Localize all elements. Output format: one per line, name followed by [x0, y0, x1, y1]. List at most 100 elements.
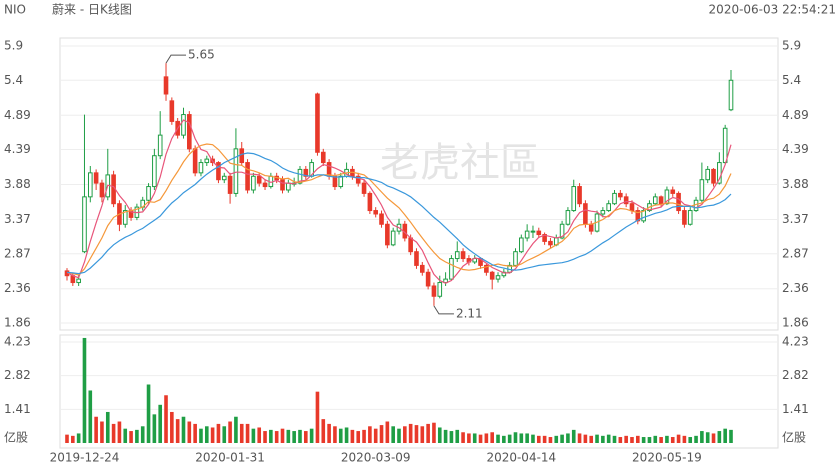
candle-body: [93, 172, 99, 184]
volume-bar: [700, 431, 704, 443]
volume-bar: [630, 437, 634, 443]
volume-bar: [536, 435, 541, 443]
y-tick-label: 4.89: [4, 108, 31, 122]
candle-body: [652, 196, 658, 205]
candle-body: [99, 182, 105, 198]
candle-body: [408, 237, 413, 253]
moving-average-line: [66, 152, 732, 275]
watermark: 老虎社區: [380, 140, 540, 186]
volume-bar: [269, 429, 273, 443]
candle-body: [484, 264, 489, 273]
volume-bar: [368, 426, 372, 443]
volume-bar: [245, 423, 250, 443]
candle-body: [87, 172, 93, 198]
x-tick-label: 2020-05-19: [632, 451, 702, 465]
volume-bar: [315, 391, 320, 443]
candle-body: [711, 168, 716, 184]
volume-bar: [624, 435, 628, 443]
candle-body: [722, 127, 728, 164]
volume-bar: [694, 435, 698, 443]
y-tick-label-right: 2.87: [782, 246, 809, 260]
volume-bar: [478, 434, 483, 443]
volume-bar: [717, 431, 722, 443]
volume-bar: [432, 422, 436, 443]
volume-bar: [356, 431, 361, 443]
volume-bar: [140, 426, 145, 443]
y-tick-label: 3.37: [4, 212, 31, 226]
volume-bar: [100, 421, 104, 443]
volume-bar: [350, 429, 355, 443]
candle-body: [618, 192, 623, 198]
volume-bar: [71, 435, 75, 443]
candle-body: [169, 100, 175, 122]
volume-bar: [199, 428, 203, 443]
candle-body: [152, 155, 157, 188]
volume-bar: [647, 437, 652, 443]
volume-bar: [513, 432, 518, 443]
volume-bar: [65, 434, 69, 443]
candle-body: [682, 210, 687, 225]
volume-bar: [321, 419, 326, 443]
volume-bar: [327, 423, 331, 443]
candle-body: [204, 158, 210, 164]
volume-bar: [263, 431, 267, 443]
candle-body: [583, 203, 588, 225]
candle-body: [449, 258, 454, 280]
timestamp: 2020-06-03 22:54:21: [709, 3, 836, 17]
y-tick-label: 3.88: [4, 177, 31, 191]
volume-bar: [135, 429, 139, 443]
candle-body: [181, 114, 186, 136]
volume-bar: [82, 337, 87, 443]
candle-body: [315, 93, 320, 153]
y-tick-label: 2.36: [4, 281, 31, 295]
candle-body: [705, 168, 711, 181]
volume-bar: [228, 421, 232, 443]
volume-bar: [437, 427, 442, 443]
candle-body: [192, 148, 198, 174]
candle-body: [431, 285, 437, 297]
volume-bar: [397, 428, 401, 443]
candle-body: [332, 175, 338, 188]
volume-bar: [385, 421, 390, 443]
candle-body: [286, 182, 291, 191]
volume-bar: [467, 433, 471, 443]
candle-body: [390, 230, 396, 246]
candle-body: [361, 182, 367, 194]
volume-bar: [146, 384, 151, 443]
volume-bar: [298, 429, 302, 443]
volume-bar: [193, 423, 197, 443]
max-annotation: 5.65: [188, 48, 215, 62]
volume-bar: [542, 435, 547, 443]
volume-bar: [117, 421, 122, 443]
volume-bar: [705, 432, 710, 443]
volume-bar: [338, 428, 343, 443]
y-tick-label-right: 5.9: [782, 39, 801, 53]
volume-bar: [408, 423, 413, 443]
volume-bar: [554, 435, 559, 443]
candle-body: [513, 251, 518, 266]
volume-bar: [490, 432, 494, 443]
min-annotation: 2.11: [456, 306, 483, 320]
volume-bar: [519, 433, 524, 443]
volume-bar: [280, 428, 285, 443]
volume-bar: [688, 437, 693, 443]
candle-body: [437, 282, 443, 297]
volume-bar: [583, 434, 588, 443]
y-tick-label: 5.4: [4, 73, 23, 87]
y-tick-label: 2.87: [4, 246, 31, 260]
volume-bar: [606, 434, 611, 443]
volume-bar: [670, 437, 675, 443]
volume-bar: [175, 419, 180, 443]
candle-body: [670, 189, 676, 194]
volume-bar: [601, 435, 605, 443]
chart-subtitle: 蔚来 - 日K线图: [52, 3, 132, 17]
volume-bar: [216, 423, 221, 443]
volume-bar: [443, 429, 448, 443]
volume-bar: [286, 429, 291, 443]
candle-body: [588, 223, 594, 232]
candle-body: [425, 271, 431, 287]
volume-bar: [292, 431, 296, 443]
volume-bar: [239, 423, 244, 443]
volume-bar: [612, 435, 617, 443]
